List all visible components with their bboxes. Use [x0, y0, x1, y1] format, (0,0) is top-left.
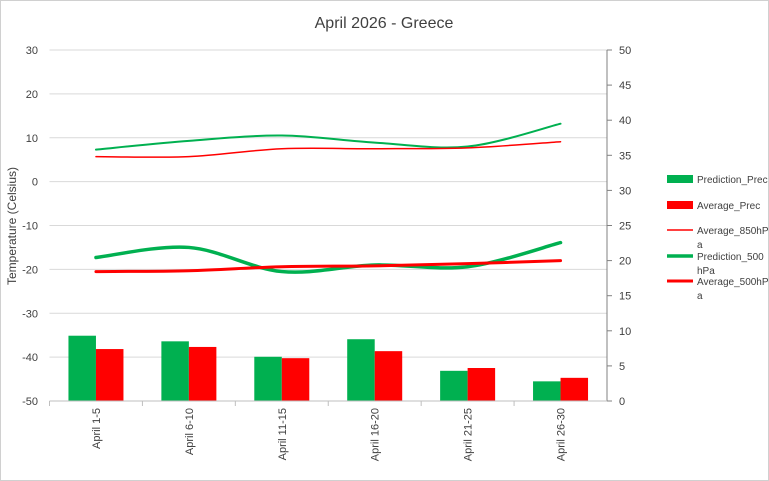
line-average-500hpa — [94, 259, 563, 274]
y2-tick-label: 50 — [619, 45, 631, 57]
y2-tick-label: 30 — [619, 185, 631, 197]
y-tick-label: -40 — [22, 352, 38, 364]
bar-average-prec — [188, 346, 217, 401]
x-tick-label: April 1-5 — [91, 408, 103, 449]
y-tick-label: -30 — [22, 308, 38, 320]
y-tick-label: 30 — [26, 45, 38, 57]
bar-prediction-prec — [68, 335, 96, 401]
bar-prediction-prec — [161, 341, 189, 401]
bar-average-prec — [467, 368, 496, 401]
legend-label: Average_850hP — [697, 226, 769, 237]
line-prediction-850hpa — [94, 122, 562, 151]
x-tick-label: April 21-25 — [463, 408, 475, 461]
legend-swatch — [667, 175, 693, 183]
y-tick-label: 0 — [32, 177, 38, 189]
legend-label: Prediction_500 — [697, 252, 764, 263]
bar-average-prec — [281, 358, 310, 401]
legend-label: a — [697, 240, 703, 251]
legend-label: Prediction_Prec — [697, 175, 768, 186]
bar-prediction-prec — [440, 370, 468, 401]
y2-tick-label: 35 — [619, 150, 631, 162]
chart-title: April 2026 - Greece — [315, 15, 454, 32]
line-average-850hpa — [95, 140, 562, 158]
bar-average-prec — [95, 349, 124, 401]
bar-prediction-prec — [533, 381, 561, 401]
x-tick-label: April 6-10 — [184, 408, 196, 455]
y2-tick-label: 0 — [619, 396, 625, 408]
y2-tick-label: 20 — [619, 256, 631, 268]
y2-tick-label: 45 — [619, 80, 631, 92]
y2-tick-label: 40 — [619, 115, 631, 127]
y-tick-label: 20 — [26, 89, 38, 101]
legend-label: Average_500hP — [697, 277, 769, 288]
legend-swatch — [667, 201, 693, 209]
legend-label: Average_Prec — [697, 201, 760, 212]
x-tick-label: April 11-15 — [277, 408, 289, 460]
legend-label: a — [697, 291, 703, 302]
bar-prediction-prec — [254, 356, 282, 401]
y-tick-label: -10 — [22, 221, 38, 233]
x-tick-label: April 26-30 — [556, 408, 568, 461]
y-tick-label: -50 — [22, 396, 38, 408]
bar-average-prec — [560, 377, 589, 401]
legend-label: hPa — [697, 266, 715, 277]
y2-tick-label: 25 — [619, 221, 631, 233]
line-prediction-500hpa — [94, 240, 563, 274]
y2-tick-label: 10 — [619, 326, 631, 338]
y-axis-title: Temperature (Celsius) — [5, 167, 19, 285]
y-tick-label: 10 — [26, 133, 38, 145]
bar-average-prec — [374, 351, 403, 401]
x-tick-label: April 16-20 — [370, 408, 382, 461]
y-tick-label: -20 — [22, 264, 38, 276]
y2-tick-label: 5 — [619, 361, 625, 373]
y2-tick-label: 15 — [619, 291, 631, 303]
bar-prediction-prec — [347, 339, 375, 401]
